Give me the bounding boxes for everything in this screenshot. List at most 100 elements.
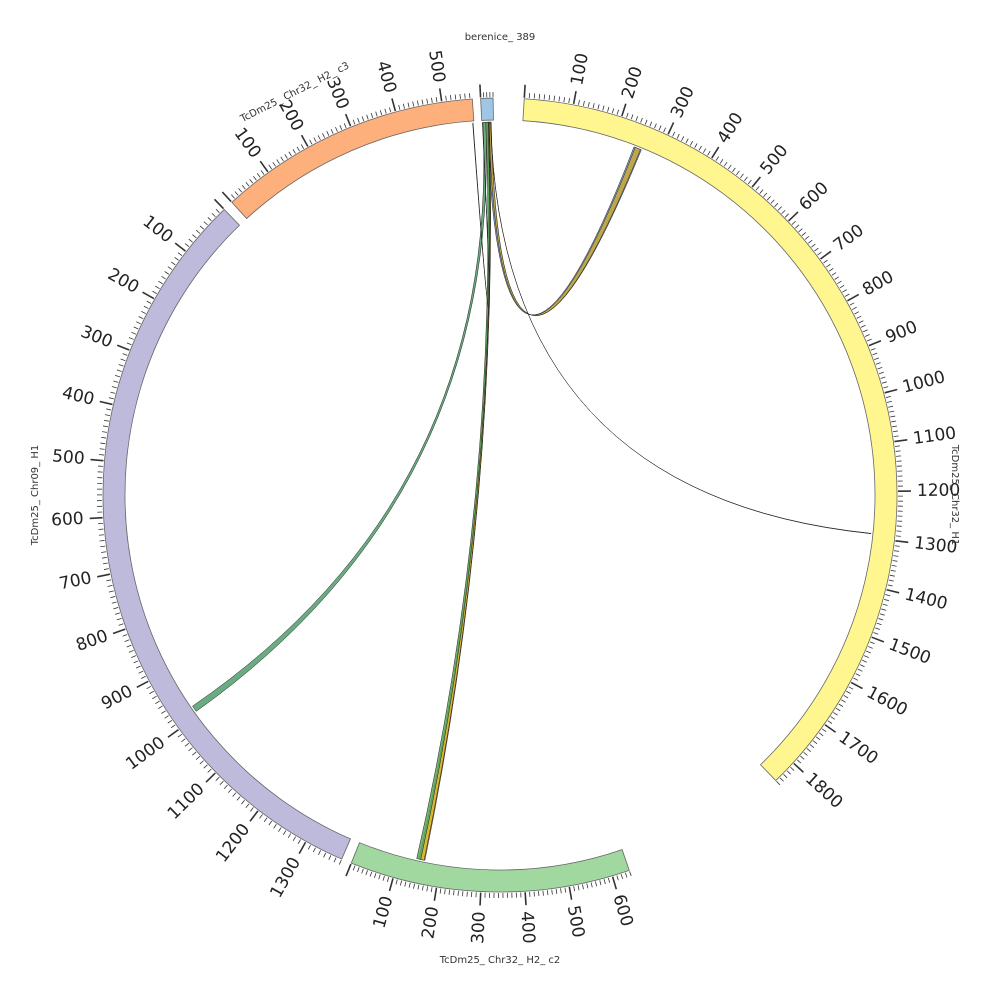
minor-tick <box>702 148 707 154</box>
minor-tick <box>457 890 459 896</box>
minor-tick <box>814 247 819 252</box>
major-tick <box>116 344 130 351</box>
minor-tick <box>630 114 634 120</box>
minor-tick <box>558 96 561 102</box>
minor-tick <box>869 641 875 645</box>
minor-tick <box>138 670 144 674</box>
major-tick <box>524 892 527 906</box>
minor-tick <box>873 632 879 635</box>
minor-tick <box>886 400 893 403</box>
minor-tick <box>698 145 702 151</box>
minor-tick <box>882 603 888 606</box>
segment-TcDm25_Chr09_H1 <box>102 208 351 860</box>
minor-tick <box>607 877 611 883</box>
minor-tick <box>280 156 284 162</box>
minor-tick <box>578 99 580 105</box>
minor-tick <box>357 867 360 873</box>
minor-tick <box>644 119 648 125</box>
minor-tick <box>268 820 273 826</box>
minor-tick <box>848 686 854 690</box>
minor-tick <box>228 788 232 793</box>
minor-tick <box>715 156 720 161</box>
minor-tick <box>102 425 108 428</box>
minor-tick <box>379 110 383 116</box>
minor-tick <box>823 259 828 264</box>
minor-tick <box>188 747 193 752</box>
minor-tick <box>790 766 795 771</box>
minor-tick <box>199 225 205 230</box>
minor-tick <box>809 744 815 749</box>
minor-tick <box>616 109 619 115</box>
segment-TcDm25_Chr32_H2_c2 <box>350 842 630 893</box>
major-tick <box>894 439 908 443</box>
minor-tick <box>685 138 689 144</box>
minor-tick <box>444 889 446 895</box>
minor-tick <box>843 695 849 699</box>
minor-tick <box>366 114 369 120</box>
tick-label: 100 <box>370 894 398 931</box>
minor-tick <box>874 357 880 360</box>
minor-tick <box>849 302 855 306</box>
minor-tick <box>888 405 894 408</box>
major-tick <box>751 176 761 188</box>
minor-tick <box>250 807 254 812</box>
minor-tick <box>796 759 802 764</box>
tick-label: 100 <box>139 212 177 248</box>
minor-tick <box>803 751 808 756</box>
segment-label-berenice_389: berenice_ 389 <box>465 32 536 43</box>
minor-tick <box>837 280 842 285</box>
minor-tick <box>872 352 878 356</box>
minor-tick <box>817 251 822 256</box>
tick-label: 1000 <box>122 733 169 775</box>
link-6 <box>490 121 872 535</box>
minor-tick <box>542 890 544 896</box>
minor-tick <box>875 627 881 630</box>
minor-tick <box>100 545 106 548</box>
tick-label: 900 <box>98 681 136 714</box>
minor-tick <box>881 381 887 384</box>
minor-tick <box>595 881 598 887</box>
major-tick <box>479 892 482 906</box>
minor-tick <box>454 94 457 100</box>
tick-label: 800 <box>73 626 110 656</box>
minor-tick <box>624 872 628 878</box>
minor-tick <box>611 108 615 114</box>
tick-label: 100 <box>567 51 593 87</box>
minor-tick <box>124 639 130 642</box>
tick-label: 1400 <box>903 585 950 615</box>
major-tick <box>884 388 898 394</box>
minor-tick <box>626 112 629 118</box>
minor-tick <box>158 280 163 285</box>
tick-label: 100 <box>230 124 265 162</box>
minor-tick <box>110 391 116 394</box>
minor-tick <box>815 736 821 741</box>
minor-tick <box>774 202 779 208</box>
tick-label: 500 <box>51 446 85 469</box>
major-tick <box>112 628 126 635</box>
minor-tick <box>833 712 838 716</box>
major-tick <box>89 516 103 520</box>
minor-tick <box>881 608 887 611</box>
minor-tick <box>421 885 424 891</box>
minor-tick <box>431 97 433 103</box>
minor-tick <box>203 764 208 769</box>
links-layer <box>192 121 872 861</box>
minor-tick <box>133 660 139 664</box>
major-tick <box>711 146 720 159</box>
minor-tick <box>152 695 157 700</box>
minor-tick <box>551 889 553 895</box>
minor-tick <box>199 760 204 765</box>
minor-tick <box>430 887 433 893</box>
minor-tick <box>278 827 282 832</box>
minor-tick <box>573 886 576 892</box>
minor-tick <box>890 569 896 572</box>
major-tick <box>667 122 675 135</box>
tick-label: 600 <box>608 892 636 929</box>
major-tick <box>568 886 573 900</box>
minor-tick <box>141 310 146 314</box>
minor-tick <box>784 213 789 218</box>
minor-tick <box>101 551 107 553</box>
minor-tick <box>892 430 898 433</box>
minor-tick <box>177 733 183 738</box>
